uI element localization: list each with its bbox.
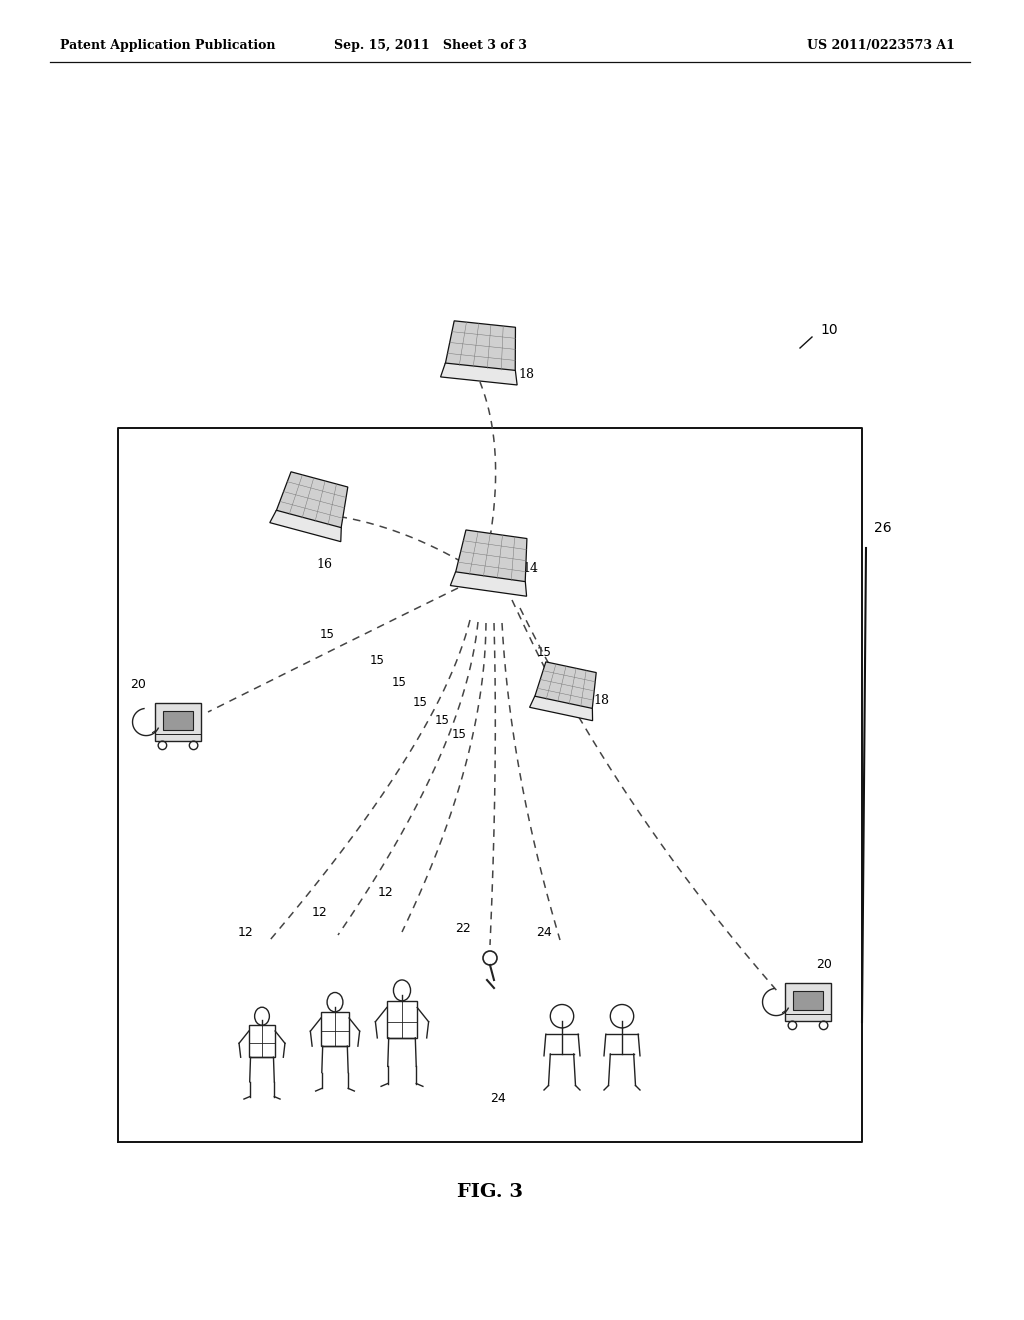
Text: 12: 12	[238, 925, 254, 939]
Bar	[321, 1012, 349, 1047]
Text: 15: 15	[452, 729, 467, 742]
Text: 15: 15	[370, 653, 385, 667]
Text: Sep. 15, 2011   Sheet 3 of 3: Sep. 15, 2011 Sheet 3 of 3	[334, 38, 526, 51]
Text: 20: 20	[816, 957, 831, 970]
Bar	[249, 1026, 275, 1057]
Polygon shape	[456, 529, 527, 582]
Bar	[163, 710, 194, 730]
Polygon shape	[451, 572, 526, 597]
Text: 15: 15	[319, 628, 335, 642]
Polygon shape	[529, 696, 593, 721]
Bar	[155, 702, 202, 741]
Polygon shape	[440, 363, 517, 385]
Text: 18: 18	[593, 693, 609, 706]
Text: 15: 15	[537, 645, 552, 659]
Text: 22: 22	[455, 921, 471, 935]
Polygon shape	[535, 661, 596, 709]
Text: 26: 26	[874, 521, 892, 535]
Text: 10: 10	[820, 323, 838, 337]
Text: 16: 16	[316, 557, 332, 570]
Text: Patent Application Publication: Patent Application Publication	[60, 38, 275, 51]
Bar	[387, 1001, 417, 1038]
Text: 15: 15	[435, 714, 450, 726]
Text: 15: 15	[392, 676, 407, 689]
Text: 12: 12	[378, 886, 394, 899]
Text: 15: 15	[413, 697, 428, 710]
Text: US 2011/0223573 A1: US 2011/0223573 A1	[807, 38, 955, 51]
Bar	[793, 990, 823, 1010]
Bar	[784, 983, 831, 1022]
Text: 24: 24	[536, 925, 552, 939]
Text: 14: 14	[522, 561, 538, 574]
Polygon shape	[269, 511, 341, 541]
Text: 24: 24	[490, 1092, 506, 1105]
Text: FIG. 3: FIG. 3	[457, 1183, 523, 1201]
Polygon shape	[276, 471, 348, 529]
Text: 12: 12	[312, 906, 328, 919]
Text: 18: 18	[518, 368, 534, 381]
Polygon shape	[445, 321, 515, 371]
Text: 20: 20	[130, 677, 145, 690]
